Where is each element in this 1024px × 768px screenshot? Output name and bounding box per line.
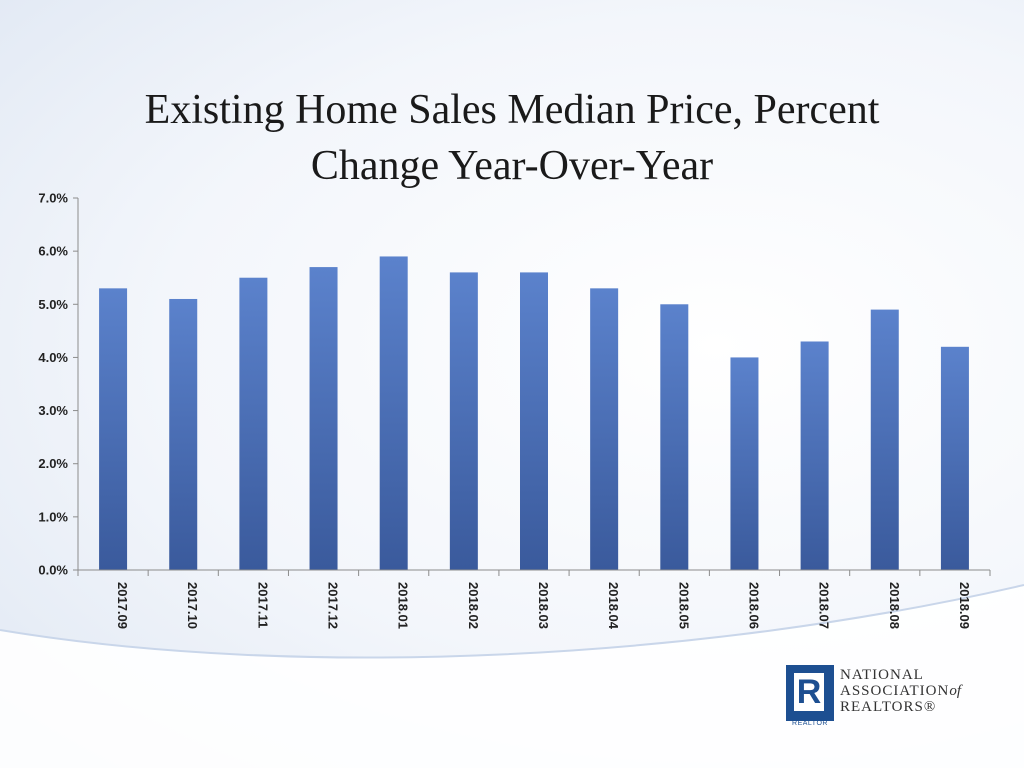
x-tick-label: 2018.09 [957,582,972,629]
y-tick-label: 2.0% [38,456,68,471]
bar-2018.01 [379,256,408,570]
bars [99,256,969,570]
realtor-r-icon: R [786,665,834,721]
x-tick-label: 2018.01 [396,582,411,629]
x-tick-label: 2018.04 [606,582,621,630]
y-tick-label: 3.0% [38,403,68,418]
logo-line-2: ASSOCIATION [840,683,950,699]
y-tick-label: 6.0% [38,244,68,259]
bar-2017.12 [309,267,338,570]
x-tick-label: 2018.03 [536,582,551,629]
x-tick-label: 2018.08 [887,582,902,629]
chart-title-line-2: Change Year-Over-Year [310,143,714,189]
bar-2018.07 [800,341,829,570]
bar-2018.06 [730,357,759,570]
x-tick-label: 2018.06 [746,582,761,629]
y-tick-label: 7.0% [38,191,68,206]
x-tick-label: 2017.12 [326,582,341,629]
x-tick-label: 2017.10 [185,582,200,629]
bar-2017.09 [99,288,128,570]
bar-2018.02 [449,272,478,570]
y-tick-label: 1.0% [38,509,68,524]
y-tick-label: 5.0% [38,297,68,312]
logo-line-1: NATIONAL [840,667,924,683]
logo-line-2-suffix: of [949,683,962,699]
logo-letter: R [796,673,822,711]
bar-2017.11 [239,277,268,570]
logo-sub-label: REALTOR [792,720,828,727]
nar-logo: R REALTOR NATIONAL ASSOCIATIONof REALTOR… [786,665,996,727]
chart-title: Existing Home Sales Median Price, Percen… [0,82,1024,194]
bar-2017.10 [169,298,198,570]
x-tick-label: 2018.07 [817,582,832,629]
x-tick-label: 2018.02 [466,582,481,629]
x-tick-label: 2017.09 [115,582,130,629]
logo-wordmark: NATIONAL ASSOCIATIONof REALTORS® [840,667,1000,715]
chart-title-line-1: Existing Home Sales Median Price, Percen… [144,87,880,133]
bar-2018.09 [940,346,969,570]
y-axis: 0.0% 1.0% 2.0% 3.0% 4.0% 5.0% 6.0% 7.0% [38,191,79,578]
bar-2018.03 [520,272,548,570]
bar-2018.08 [870,309,899,570]
x-tick-label: 2017.11 [255,582,270,628]
bar-2018.04 [590,288,619,570]
bar-2018.05 [660,304,689,570]
x-axis: 2017.09 2017.10 2017.11 2017.12 2018.01 2018.… [77,569,991,630]
x-tick-label: 2018.05 [676,582,691,629]
logo-line-3: REALTORS® [840,699,937,715]
y-tick-label: 4.0% [38,350,68,365]
y-tick-label: 0.0% [38,563,68,578]
